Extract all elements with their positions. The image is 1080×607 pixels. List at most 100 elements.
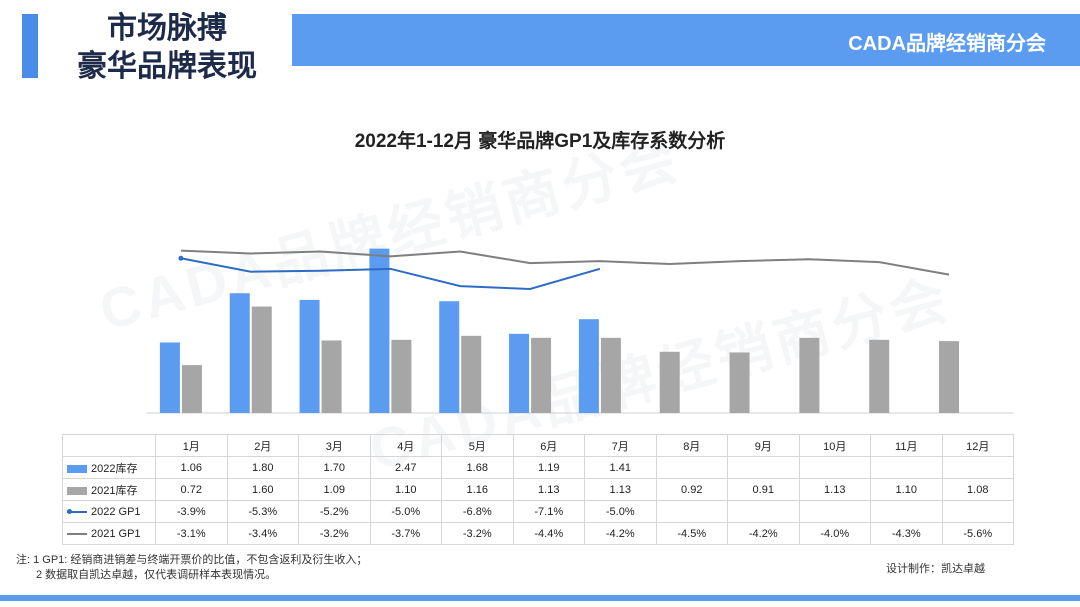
table-cell: 1.41 [584, 456, 657, 479]
table-cell [870, 456, 943, 479]
left-accent-bar [22, 14, 38, 78]
bar-2021-inventory [869, 339, 890, 413]
table-cell: 1.16 [441, 478, 514, 501]
table-cell [727, 456, 800, 479]
table-cell [655, 500, 728, 523]
bar-2021-inventory [939, 341, 960, 413]
table-cell: 1.13 [584, 478, 657, 501]
table-cell: 1.80 [226, 456, 299, 479]
table-cell: -7.1% [512, 500, 585, 523]
series-label: 2022 GP1 [91, 505, 141, 518]
bar-2021-inventory [659, 351, 680, 413]
table-cell: 2.47 [369, 456, 442, 479]
design-credit: 设计制作：凯达卓越 [886, 563, 985, 575]
table-cell: -5.3% [226, 500, 299, 523]
month-label: 11月 [870, 434, 943, 457]
chart-title: 2022年1-12月 豪华品牌GP1及库存系数分析 [354, 131, 726, 152]
table-cell [941, 500, 1014, 523]
bar-2021-inventory [729, 352, 750, 413]
bottom-accent-bar [0, 595, 1080, 601]
series-label: 2022库存 [91, 462, 138, 475]
bars-2021-series [181, 306, 960, 413]
month-label: 5月 [441, 434, 514, 457]
bar-2021-inventory [321, 340, 342, 413]
table-cell [941, 456, 1014, 479]
gp1-lines [178, 249, 950, 291]
month-label: 2月 [226, 434, 299, 457]
page-title-line2: 豪华品牌表现 [77, 50, 257, 83]
footnote-2: 2 数据取自凯达卓越，仅代表调研样本表现情况。 [36, 569, 277, 581]
legend-2022-gp1: 2022 GP1 [62, 500, 156, 523]
month-label: 10月 [798, 434, 871, 457]
table-cell: -3.2% [298, 522, 371, 545]
table-row-2022-gp1: 2022 GP1 -3.9% -5.3% -5.2% -5.0% -6.8% -… [62, 500, 1014, 523]
legend-line-2021-gp1 [67, 532, 87, 535]
table-cell [727, 500, 800, 523]
table-cell [655, 456, 728, 479]
table-header-row: 1月 2月 3月 4月 5月 6月 7月 8月 9月 10月 11月 12月 [62, 434, 1014, 457]
table-cell [870, 500, 943, 523]
footnotes: 注: 1 GP1: 经销商进销差与终端开票价的比值，不包含返利及衍生收入； 2 … [16, 553, 367, 583]
table-cell: -4.2% [727, 522, 800, 545]
data-table: 1月 2月 3月 4月 5月 6月 7月 8月 9月 10月 11月 12月 2… [62, 434, 1014, 545]
page-title: 市场脉搏 豪华品牌表现 [52, 10, 282, 86]
footnote-1: 注: 1 GP1: 经销商进销差与终端开票价的比值，不包含返利及衍生收入； [16, 554, 368, 566]
table-corner-cell [62, 434, 156, 457]
table-cell: -4.0% [798, 522, 871, 545]
bar-2022-inventory [299, 299, 320, 413]
line-2022-gp1 [180, 257, 601, 291]
table-cell: 1.60 [226, 478, 299, 501]
table-cell: 1.09 [298, 478, 371, 501]
month-label: 1月 [155, 434, 228, 457]
series-label: 2021库存 [91, 484, 138, 497]
table-cell: -5.6% [941, 522, 1014, 545]
month-label: 8月 [655, 434, 728, 457]
legend-swatch-2021-inventory [67, 486, 87, 495]
month-label: 12月 [941, 434, 1014, 457]
bar-2022-inventory [369, 248, 390, 413]
table-cell: -3.7% [369, 522, 442, 545]
table-row-2022-inventory: 2022库存 1.06 1.80 1.70 2.47 1.68 1.19 1.4… [62, 456, 1014, 479]
table-cell: -5.0% [584, 500, 657, 523]
table-cell: 1.10 [369, 478, 442, 501]
table-cell: -3.9% [155, 500, 228, 523]
bar-2021-inventory [181, 365, 202, 413]
table-cell: -4.3% [870, 522, 943, 545]
table-cell: -5.0% [369, 500, 442, 523]
month-label: 7月 [584, 434, 657, 457]
series-label: 2021 GP1 [91, 527, 141, 540]
chart-area [146, 248, 1014, 414]
bars-2022-series [159, 248, 599, 413]
table-cell: -4.5% [655, 522, 728, 545]
legend-swatch-2022-inventory [67, 464, 87, 473]
table-cell: 1.13 [798, 478, 871, 501]
bar-2022-inventory [229, 293, 250, 413]
table-cell [798, 500, 871, 523]
month-label: 9月 [727, 434, 800, 457]
bar-2021-inventory [461, 335, 482, 413]
bar-2022-inventory [159, 342, 180, 413]
line-2021-gp1 [180, 249, 950, 276]
bar-2021-inventory [799, 337, 820, 413]
line-2022-gp1-start-marker [178, 255, 184, 261]
table-cell: 1.19 [512, 456, 585, 479]
table-cell: -3.2% [441, 522, 514, 545]
table-cell: 1.13 [512, 478, 585, 501]
table-cell: 0.72 [155, 478, 228, 501]
table-cell: 1.06 [155, 456, 228, 479]
month-label: 3月 [298, 434, 371, 457]
table-cell: -3.4% [226, 522, 299, 545]
bar-2021-inventory [531, 337, 552, 413]
bar-2021-inventory [600, 337, 621, 413]
page-title-line1: 市场脉搏 [107, 12, 227, 45]
month-label: 4月 [369, 434, 442, 457]
table-cell: 1.10 [870, 478, 943, 501]
table-cell: -6.8% [441, 500, 514, 523]
bar-2022-inventory [578, 319, 599, 413]
table-cell: 1.68 [441, 456, 514, 479]
legend-2022-inventory: 2022库存 [62, 456, 156, 479]
bar-2021-inventory [251, 306, 272, 413]
table-cell: -4.4% [512, 522, 585, 545]
header-brand: CADA品牌经销商分会 [848, 33, 1046, 55]
table-row-2021-gp1: 2021 GP1 -3.1% -3.4% -3.2% -3.7% -3.2% -… [62, 522, 1014, 545]
